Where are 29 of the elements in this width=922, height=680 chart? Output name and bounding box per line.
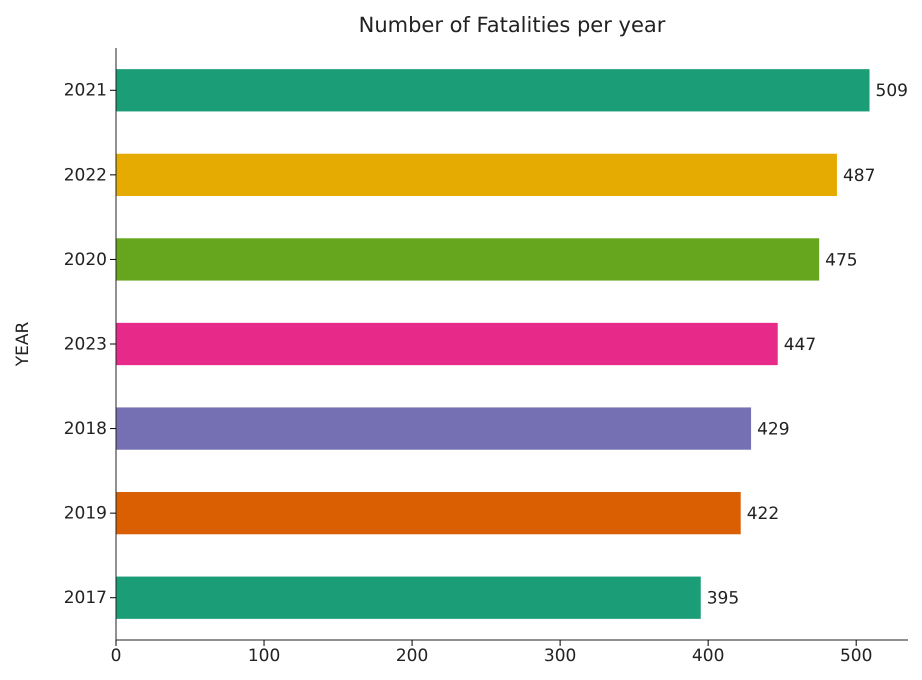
y-axis-title: YEAR — [13, 322, 33, 368]
y-tick-label: 2017 — [64, 588, 107, 608]
y-tick-label: 2021 — [64, 80, 107, 101]
chart-title: Number of Fatalities per year — [358, 13, 666, 37]
y-tick-label: 2022 — [64, 165, 107, 186]
data-label: 475 — [825, 250, 858, 270]
data-label: 447 — [784, 334, 816, 355]
y-tick-label: 2023 — [64, 334, 107, 354]
x-tick-label: 0 — [110, 646, 122, 666]
bar — [116, 238, 820, 281]
bar — [116, 154, 837, 196]
y-tick-label: 2018 — [64, 419, 107, 440]
y-tick-label: 2019 — [64, 504, 107, 524]
bar — [116, 492, 741, 534]
bar — [116, 407, 752, 450]
x-tick-label: 500 — [840, 646, 872, 666]
x-tick-label: 300 — [544, 646, 576, 666]
data-label: 422 — [746, 504, 780, 524]
x-tick-label: 400 — [692, 646, 724, 666]
bar — [116, 69, 870, 112]
data-label: 487 — [842, 166, 876, 186]
data-label: 509 — [876, 81, 908, 102]
bar — [116, 576, 701, 619]
x-tick-label: 200 — [396, 646, 428, 666]
x-tick-label: 100 — [248, 646, 280, 666]
data-label: 429 — [757, 420, 790, 440]
data-label: 395 — [706, 588, 740, 609]
bar — [116, 322, 778, 366]
y-tick-label: 2020 — [64, 250, 107, 270]
